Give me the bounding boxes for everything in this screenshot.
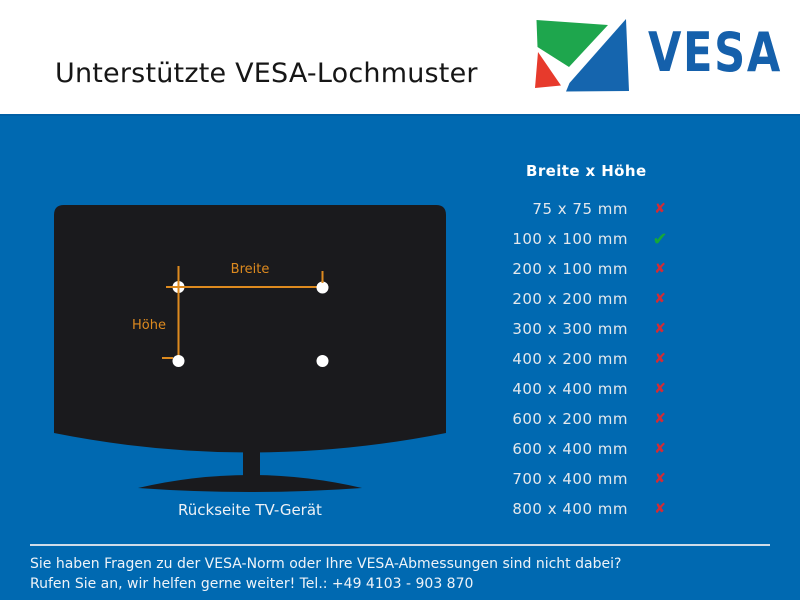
tv-stand-base: [138, 475, 362, 492]
size-label: 600 x 200 mm: [512, 410, 628, 428]
table-row: 200 x 100 mm ✘: [510, 254, 690, 284]
footer-line-2: Rufen Sie an, wir helfen gerne weiter! T…: [30, 576, 474, 592]
cross-icon: ✘: [654, 501, 666, 517]
vesa-hole-top-right: [316, 281, 329, 294]
tv-stand-neck: [243, 450, 260, 477]
size-label: 400 x 200 mm: [512, 350, 628, 368]
size-label: 800 x 400 mm: [512, 500, 628, 518]
cross-icon: ✘: [654, 201, 666, 217]
header: Unterstützte VESA-Lochmuster VESA: [0, 0, 800, 114]
cross-icon: ✘: [654, 351, 666, 367]
table-row: 400 x 200 mm ✘: [510, 344, 690, 374]
tv-back-illustration: [54, 205, 446, 492]
table-row: 600 x 400 mm ✘: [510, 434, 690, 464]
table-row: 400 x 400 mm ✘: [510, 374, 690, 404]
size-label: 400 x 400 mm: [512, 380, 628, 398]
size-label: 700 x 400 mm: [512, 470, 628, 488]
cross-icon: ✘: [654, 441, 666, 457]
main-area: Breite Höhe Rückseite TV-Gerät Breite x …: [0, 114, 800, 600]
cross-icon: ✘: [654, 291, 666, 307]
tv-caption: Rückseite TV-Gerät: [178, 501, 322, 519]
vesa-hole-bottom-right: [316, 355, 329, 367]
cross-icon: ✘: [654, 471, 666, 487]
footer-line-1: Sie haben Fragen zu der VESA-Norm oder I…: [30, 556, 622, 572]
size-label: 100 x 100 mm: [512, 230, 628, 248]
footer-divider: [30, 544, 770, 546]
measurement-ticks: [162, 271, 324, 359]
cross-icon: ✘: [654, 381, 666, 397]
cross-icon: ✘: [654, 411, 666, 427]
page-title: Unterstützte VESA-Lochmuster: [55, 58, 478, 89]
vesa-size-list: 75 x 75 mm ✘ 100 x 100 mm ✔ 200 x 100 mm…: [510, 194, 690, 524]
table-row: 600 x 200 mm ✘: [510, 404, 690, 434]
size-label: 300 x 300 mm: [512, 320, 628, 338]
table-row: 800 x 400 mm ✘: [510, 494, 690, 524]
vesa-wordmark: VESA: [648, 21, 782, 84]
size-table-header: Breite x Höhe: [526, 162, 647, 180]
check-icon: ✔: [652, 228, 668, 250]
size-label: 75 x 75 mm: [532, 200, 628, 218]
vesa-hole-bottom-left: [172, 355, 185, 367]
width-measure-label: Breite: [230, 262, 270, 277]
measurement-lines: [166, 266, 318, 357]
table-row: 200 x 200 mm ✘: [510, 284, 690, 314]
table-row: 700 x 400 mm ✘: [510, 464, 690, 494]
table-row: 75 x 75 mm ✘: [510, 194, 690, 224]
height-measure-label: Höhe: [132, 318, 166, 333]
header-divider: [0, 114, 800, 116]
tv-body: [54, 205, 446, 453]
footer-contact-text: Sie haben Fragen zu der VESA-Norm oder I…: [30, 554, 621, 594]
cross-icon: ✘: [654, 321, 666, 337]
table-row: 300 x 300 mm ✘: [510, 314, 690, 344]
size-label: 600 x 400 mm: [512, 440, 628, 458]
vesa-logo-icon: [535, 19, 629, 92]
size-label: 200 x 100 mm: [512, 260, 628, 278]
table-row: 100 x 100 mm ✔: [510, 224, 690, 254]
size-label: 200 x 200 mm: [512, 290, 628, 308]
cross-icon: ✘: [654, 261, 666, 277]
